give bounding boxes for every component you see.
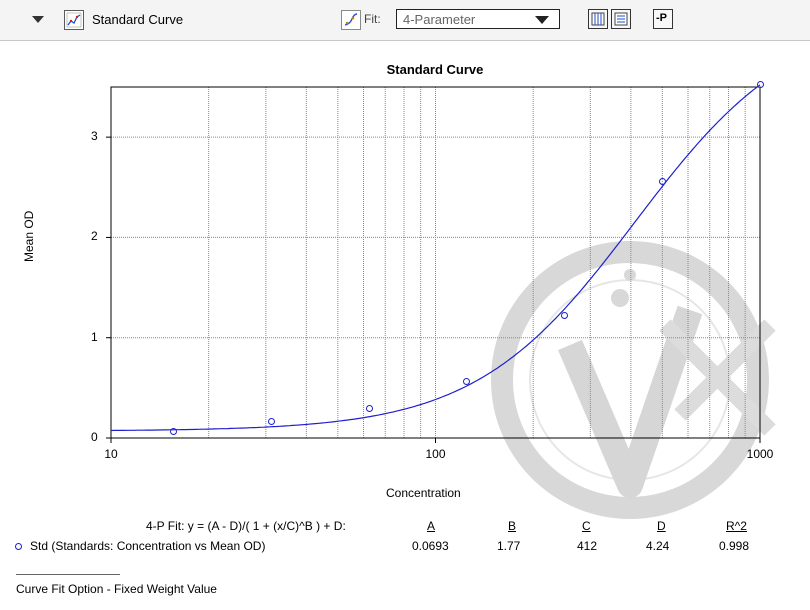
list-icon bbox=[614, 12, 628, 26]
fit-curve-line bbox=[110, 84, 761, 432]
data-point bbox=[561, 312, 569, 320]
x-axis-label: Concentration bbox=[386, 486, 461, 500]
header-d: D bbox=[657, 519, 666, 533]
y-tick-label: 1 bbox=[91, 329, 98, 344]
list-view-button[interactable] bbox=[611, 9, 631, 29]
p-button[interactable]: -P bbox=[653, 9, 673, 29]
curve-fit-option: Curve Fit Option - Fixed Weight Value bbox=[16, 582, 217, 596]
x-tick-label: 10 bbox=[104, 447, 118, 461]
header-r2: R^2 bbox=[726, 519, 747, 533]
value-r2: 0.998 bbox=[719, 539, 750, 553]
chevron-down-icon[interactable] bbox=[32, 16, 44, 23]
x-tick-label: 100 bbox=[425, 447, 446, 461]
curve-fit-icon[interactable] bbox=[341, 10, 361, 30]
header-a: A bbox=[427, 519, 436, 533]
header-b: B bbox=[508, 519, 517, 533]
vertical-grid-icon bbox=[591, 12, 605, 26]
footer-divider bbox=[16, 574, 120, 575]
data-point bbox=[756, 81, 764, 89]
dropdown-arrow-icon bbox=[535, 16, 549, 24]
fit-equation: 4-P Fit: y = (A - D)/( 1 + (x/C)^B ) + D… bbox=[146, 519, 346, 533]
chart-title: Standard Curve bbox=[386, 62, 484, 77]
series-row-label: Std (Standards: Concentration vs Mean OD… bbox=[30, 539, 266, 553]
graph-toolbar: Standard Curve Fit: 4-Parameter -P bbox=[0, 0, 810, 40]
fit-type-value: 4-Parameter bbox=[403, 12, 476, 27]
value-c: 412 bbox=[577, 539, 598, 553]
value-a: 0.0693 bbox=[412, 539, 449, 553]
y-tick-label: 2 bbox=[91, 229, 98, 244]
data-point bbox=[365, 405, 373, 413]
horizontal-grid bbox=[111, 136, 760, 339]
x-tick-label: 1000 bbox=[746, 447, 774, 461]
fit-type-select[interactable]: 4-Parameter bbox=[396, 9, 560, 29]
y-tick-label: 3 bbox=[91, 129, 98, 144]
vertical-grid bbox=[208, 87, 746, 438]
data-point bbox=[268, 418, 276, 426]
value-b: 1.77 bbox=[497, 539, 521, 553]
y-tick-label: 0 bbox=[91, 430, 98, 444]
grid-lines-button[interactable] bbox=[588, 9, 608, 29]
data-point bbox=[463, 378, 471, 386]
graph-title-label: Standard Curve bbox=[92, 12, 184, 27]
data-point bbox=[658, 177, 666, 185]
p-button-label: -P bbox=[656, 12, 667, 24]
axis-ticks bbox=[106, 136, 761, 443]
graph-icon bbox=[64, 10, 84, 30]
y-axis-label: Mean OD bbox=[22, 210, 36, 262]
legend-marker-icon bbox=[15, 543, 22, 550]
data-point bbox=[170, 428, 178, 436]
header-c: C bbox=[582, 519, 591, 533]
fit-label: Fit: bbox=[364, 12, 381, 26]
toolbar-divider bbox=[0, 40, 810, 41]
value-d: 4.24 bbox=[646, 539, 670, 553]
